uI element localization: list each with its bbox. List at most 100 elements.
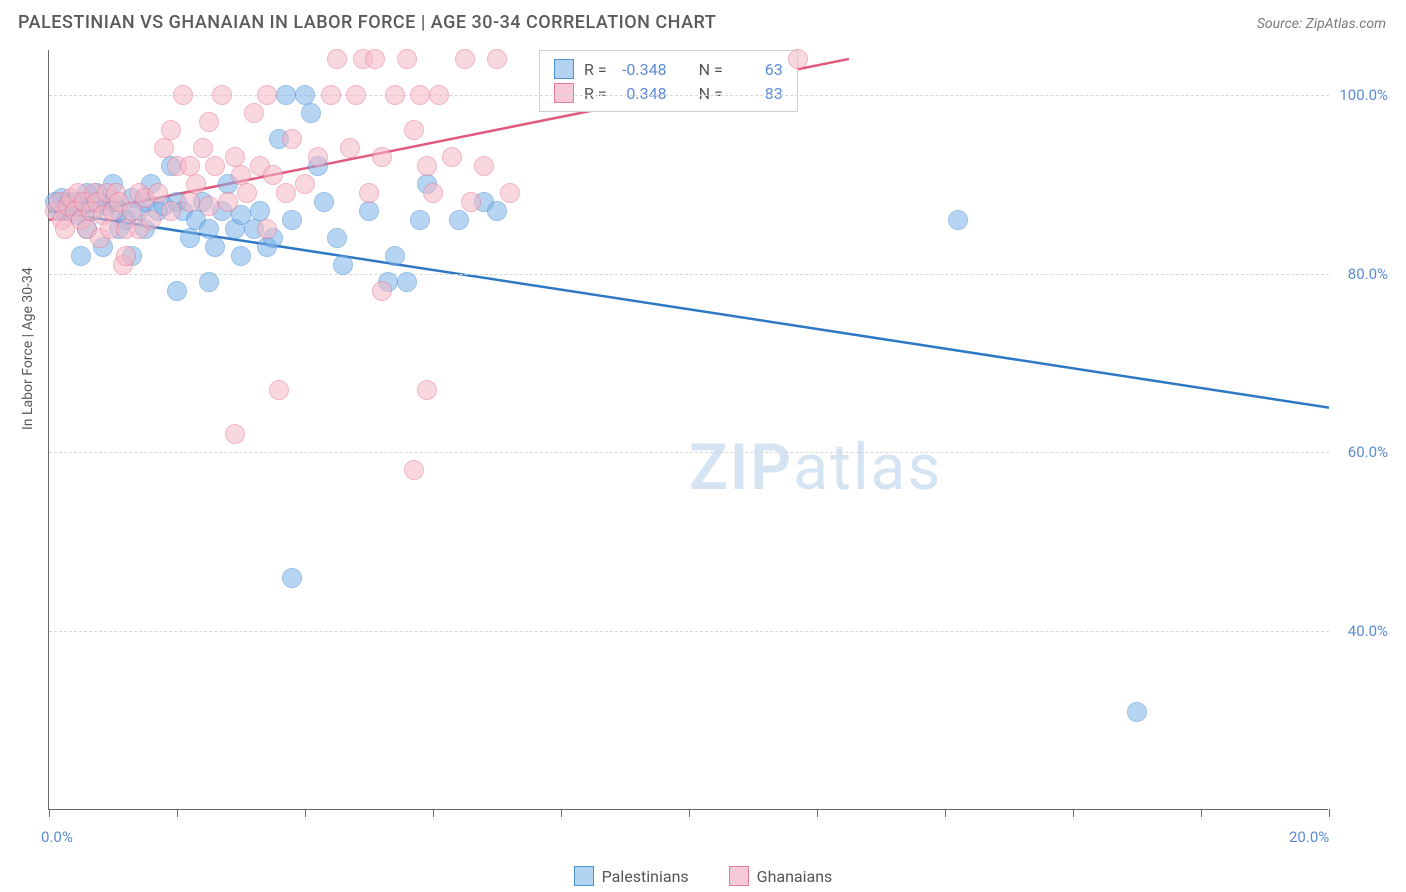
data-point bbox=[282, 129, 302, 149]
data-point bbox=[423, 183, 443, 203]
stats-row-ghanaians: R = 0.348 N = 83 bbox=[554, 81, 783, 105]
data-point bbox=[442, 147, 462, 167]
gridline bbox=[49, 452, 1329, 453]
n-label: N = bbox=[699, 84, 723, 103]
data-point bbox=[199, 112, 219, 132]
data-point bbox=[193, 138, 213, 158]
data-point bbox=[327, 49, 347, 69]
data-point bbox=[199, 272, 219, 292]
data-point bbox=[180, 192, 200, 212]
chart-area: ZIPatlas R = -0.348 N = 63 R = 0.348 N =… bbox=[48, 50, 1388, 810]
data-point bbox=[257, 219, 277, 239]
gridline bbox=[49, 631, 1329, 632]
data-point bbox=[218, 192, 238, 212]
data-point bbox=[455, 49, 475, 69]
data-point bbox=[212, 85, 232, 105]
data-point bbox=[231, 246, 251, 266]
data-point bbox=[340, 138, 360, 158]
data-point bbox=[346, 85, 366, 105]
data-point bbox=[487, 201, 507, 221]
data-point bbox=[295, 174, 315, 194]
data-point bbox=[205, 237, 225, 257]
data-point bbox=[385, 246, 405, 266]
y-axis-label: In Labor Force | Age 30-34 bbox=[20, 267, 36, 430]
data-point bbox=[173, 85, 193, 105]
x-tick bbox=[1073, 809, 1074, 817]
r-value-ghanaians: 0.348 bbox=[617, 84, 667, 103]
x-tick bbox=[49, 809, 50, 817]
data-point bbox=[257, 85, 277, 105]
data-point bbox=[269, 380, 289, 400]
data-point bbox=[487, 49, 507, 69]
data-point bbox=[276, 183, 296, 203]
y-tick-label: 40.0% bbox=[1348, 622, 1388, 640]
x-tick bbox=[689, 809, 690, 817]
gridline bbox=[49, 95, 1329, 96]
data-point bbox=[225, 424, 245, 444]
data-point bbox=[301, 103, 321, 123]
data-point bbox=[1127, 702, 1147, 722]
x-tick bbox=[561, 809, 562, 817]
x-tick bbox=[305, 809, 306, 817]
legend-item-ghanaians: Ghanaians bbox=[729, 866, 833, 886]
data-point bbox=[244, 103, 264, 123]
data-point bbox=[397, 49, 417, 69]
data-point bbox=[154, 138, 174, 158]
data-point bbox=[372, 147, 392, 167]
data-point bbox=[410, 210, 430, 230]
data-point bbox=[141, 210, 161, 230]
data-point bbox=[199, 196, 219, 216]
n-value-palestinians: 63 bbox=[733, 60, 783, 79]
data-point bbox=[359, 183, 379, 203]
x-tick bbox=[433, 809, 434, 817]
data-point bbox=[359, 201, 379, 221]
data-point bbox=[161, 120, 181, 140]
data-point bbox=[404, 120, 424, 140]
data-point bbox=[71, 246, 91, 266]
swatch-pink-icon bbox=[729, 866, 749, 886]
data-point bbox=[148, 183, 168, 203]
x-tick bbox=[177, 809, 178, 817]
x-tick bbox=[1329, 809, 1330, 817]
data-point bbox=[205, 156, 225, 176]
data-point bbox=[167, 281, 187, 301]
legend-label: Palestinians bbox=[602, 867, 689, 886]
n-value-ghanaians: 83 bbox=[733, 84, 783, 103]
stats-row-palestinians: R = -0.348 N = 63 bbox=[554, 57, 783, 81]
data-point bbox=[397, 272, 417, 292]
chart-title: PALESTINIAN VS GHANAIAN IN LABOR FORCE |… bbox=[18, 12, 716, 33]
gridline bbox=[49, 274, 1329, 275]
data-point bbox=[788, 49, 808, 69]
legend-item-palestinians: Palestinians bbox=[574, 866, 689, 886]
plot-region: ZIPatlas R = -0.348 N = 63 R = 0.348 N =… bbox=[48, 50, 1328, 810]
x-tick-label: 0.0% bbox=[41, 828, 73, 846]
data-point bbox=[186, 174, 206, 194]
legend-label: Ghanaians bbox=[757, 867, 833, 886]
data-point bbox=[449, 210, 469, 230]
watermark: ZIPatlas bbox=[689, 430, 942, 505]
r-value-palestinians: -0.348 bbox=[617, 60, 667, 79]
y-tick-label: 80.0% bbox=[1348, 265, 1388, 283]
data-point bbox=[429, 85, 449, 105]
x-tick-label: 20.0% bbox=[1289, 828, 1329, 846]
n-label: N = bbox=[699, 60, 723, 79]
trend-line bbox=[49, 211, 1329, 408]
data-point bbox=[417, 380, 437, 400]
data-point bbox=[308, 147, 328, 167]
data-point bbox=[327, 228, 347, 248]
source-attribution: Source: ZipAtlas.com bbox=[1257, 16, 1386, 32]
data-point bbox=[161, 201, 181, 221]
data-point bbox=[365, 49, 385, 69]
data-point bbox=[410, 85, 430, 105]
y-tick-label: 60.0% bbox=[1348, 443, 1388, 461]
r-label: R = bbox=[584, 60, 607, 79]
data-point bbox=[500, 183, 520, 203]
data-point bbox=[282, 210, 302, 230]
y-tick-label: 100.0% bbox=[1339, 86, 1388, 104]
correlation-stats-box: R = -0.348 N = 63 R = 0.348 N = 83 bbox=[539, 50, 798, 112]
data-point bbox=[948, 210, 968, 230]
data-point bbox=[417, 156, 437, 176]
data-point bbox=[314, 192, 334, 212]
data-point bbox=[237, 183, 257, 203]
data-point bbox=[321, 85, 341, 105]
